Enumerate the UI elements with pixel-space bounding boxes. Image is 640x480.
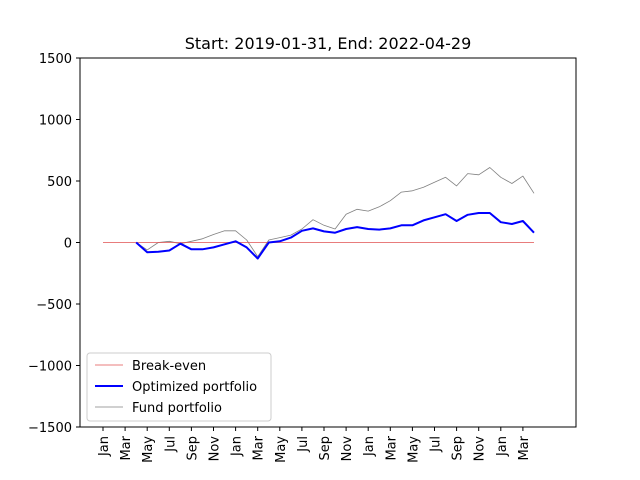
x-tick-label: Jul	[296, 436, 311, 453]
chart-title: Start: 2019-01-31, End: 2022-04-29	[185, 34, 472, 53]
y-axis: −1500 −1000 −500 0 500 1000 1500	[28, 52, 80, 436]
x-tick-label: Sep	[185, 436, 200, 461]
optimized-portfolio-line	[135, 212, 535, 260]
y-tick-label: 0	[64, 237, 72, 252]
y-tick-label: 1500	[39, 52, 72, 67]
x-tick-label: Jul	[429, 436, 444, 453]
x-tick-label: Mar	[517, 435, 532, 460]
x-tick-label: Jan	[97, 436, 112, 457]
y-tick-label: −500	[36, 298, 72, 313]
legend-box	[86, 352, 272, 422]
x-tick-label: Jan	[495, 436, 510, 457]
x-tick-label: Sep	[318, 436, 333, 461]
plot-frame	[79, 57, 577, 428]
x-tick-label: Jan	[362, 436, 377, 457]
y-tick-label: −1000	[28, 360, 72, 375]
y-tick-label: 500	[47, 175, 72, 190]
x-tick-label: Mar	[384, 435, 399, 460]
y-tick-label: 1000	[39, 114, 72, 129]
x-tick-label: Mar	[119, 435, 134, 460]
x-tick-label: Jan	[230, 436, 245, 457]
legend: Break-even Optimized portfolio Fund portfo…	[86, 352, 272, 422]
x-tick-label: Mar	[252, 435, 267, 460]
x-tick-label: May	[274, 436, 289, 463]
x-tick-label: Nov	[208, 436, 223, 462]
legend-break-even-label: Break-even	[132, 359, 206, 374]
series-layer	[103, 167, 535, 260]
fund-portfolio-line	[135, 167, 535, 258]
x-tick-label: Nov	[473, 436, 488, 462]
y-tick-label: −1500	[28, 421, 72, 436]
x-tick-label: May	[406, 436, 421, 463]
x-axis: Jan Mar May Jul Sep Nov Jan Mar May Jul Sep Nov Jan M…	[97, 427, 532, 463]
x-tick-label: Nov	[340, 436, 355, 462]
x-tick-label: Sep	[451, 436, 466, 461]
x-tick-label: May	[141, 436, 156, 463]
x-tick-label: Jul	[163, 436, 178, 453]
legend-optimized-portfolio-label: Optimized portfolio	[132, 380, 257, 395]
legend-fund-portfolio-label: Fund portfolio	[132, 401, 222, 416]
